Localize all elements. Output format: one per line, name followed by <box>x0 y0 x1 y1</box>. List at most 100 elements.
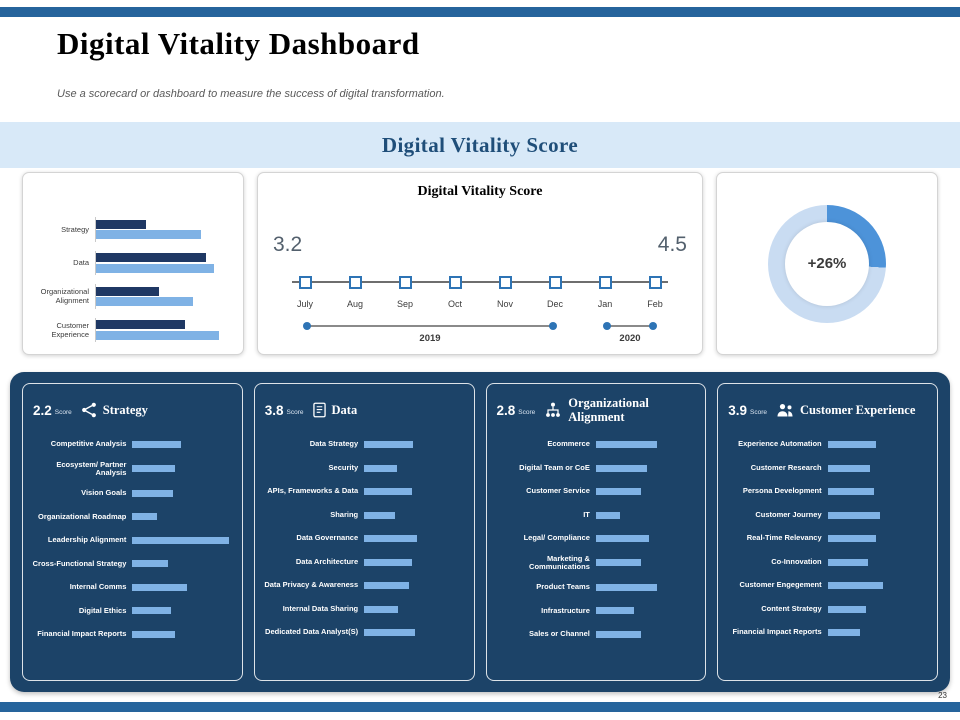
bar-category-label: Data <box>73 258 89 268</box>
metric-label: Internal Comms <box>69 582 127 592</box>
month-label: Dec <box>546 299 563 309</box>
metric-row: Ecosystem/ Partner Analysis <box>31 459 234 478</box>
panel-score-caption: Score <box>286 408 304 416</box>
bar-row: Data <box>31 250 227 275</box>
panel-header: 2.2 Score Strategy <box>31 391 234 432</box>
metric-row: Persona Development <box>726 484 929 499</box>
metric-label: Marketing & Communications <box>529 553 590 571</box>
metric-row: Customer Service <box>495 484 698 499</box>
bar-group <box>95 217 227 242</box>
metric-bar-track <box>132 583 233 591</box>
metric-row: Customer Engegement <box>726 578 929 593</box>
bar-category-label: Strategy <box>61 224 89 234</box>
metric-label: Experience Automation <box>738 439 822 449</box>
trend-line <box>280 275 680 289</box>
metric-label: Ecosystem/ Partner Analysis <box>56 459 127 477</box>
panel-header: 3.8 Score Data <box>263 391 466 432</box>
section-banner: Digital Vitality Score <box>0 122 960 168</box>
metric-bar <box>827 511 881 519</box>
metric-bar-track <box>364 582 465 589</box>
metric-bar-track <box>827 629 929 636</box>
panel-metrics: Competitive Analysis Ecosystem/ Partner A… <box>31 432 234 672</box>
page-title: Digital Vitality Dashboard <box>57 26 420 61</box>
metric-bar-track <box>595 630 697 638</box>
metric-bar-track <box>827 464 929 472</box>
month-label: Feb <box>647 299 663 309</box>
metric-bar <box>595 441 657 448</box>
marker-cell <box>530 275 580 289</box>
panel-score: 2.8 <box>496 402 516 418</box>
metric-label: Customer Engegement <box>739 580 822 590</box>
metric-bar-track <box>364 605 465 613</box>
metric-label: Data Architecture <box>295 556 359 566</box>
marker-cell <box>630 275 680 289</box>
summary-cards-row: Strategy Data Organizational Alignment Cust… <box>22 172 938 355</box>
trend-markers <box>280 275 680 289</box>
metric-row: Organizational Roadmap <box>31 509 234 524</box>
section-banner-title: Digital Vitality Score <box>381 132 579 157</box>
month-label: Sep <box>396 299 413 309</box>
metric-bar <box>132 489 173 497</box>
metric-bar <box>132 536 229 544</box>
metric-bar-track <box>132 489 233 497</box>
metric-label: Data Strategy <box>309 439 359 449</box>
metric-row: Dedicated Data Analyst(S) <box>263 625 466 640</box>
panel-score-caption: Score <box>750 408 768 416</box>
bar <box>96 330 220 340</box>
data-point-marker <box>498 275 512 289</box>
metric-row: Financial Impact Reports <box>31 627 234 642</box>
metric-row: Data Governance <box>263 531 466 546</box>
bar-group <box>95 250 227 275</box>
marker-cell <box>380 275 430 289</box>
donut-ring: +26% <box>768 204 886 323</box>
bar-group <box>95 317 227 342</box>
year-brackets: 2019 2020 <box>280 319 680 347</box>
metric-label: Vision Goals <box>81 488 127 498</box>
metric-bar-track <box>132 513 233 521</box>
metric-label: Infrastructure <box>541 605 590 615</box>
bar <box>96 297 193 306</box>
marker-cell <box>580 275 630 289</box>
metric-row: Experience Automation <box>726 437 929 452</box>
metric-row: APIs, Frameworks & Data <box>263 484 466 499</box>
trend-start-value: 3.2 <box>273 233 303 256</box>
data-point-marker <box>548 275 562 289</box>
metric-label: Dedicated Data Analyst(S) <box>265 627 359 637</box>
metric-bar <box>827 535 877 542</box>
metric-bar <box>595 630 642 638</box>
metric-bar-track <box>364 441 465 448</box>
metric-label: Persona Development <box>742 486 822 496</box>
metric-label: Co-Innovation <box>771 556 822 566</box>
donut-center: +26% <box>785 221 869 306</box>
metric-bar <box>132 583 188 591</box>
panel-score-caption: Score <box>518 408 536 416</box>
metric-label: Competitive Analysis <box>50 439 127 449</box>
metric-row: Digital Team or CoE <box>495 461 698 476</box>
bar <box>96 253 207 262</box>
metric-bar <box>827 582 884 589</box>
metric-bar <box>364 488 412 495</box>
metric-bar-track <box>364 488 465 495</box>
panel-score: 2.2 <box>33 402 52 418</box>
category-comparison-card: Strategy Data Organizational Alignment Cust… <box>22 172 244 355</box>
bar <box>96 219 146 229</box>
metric-bar <box>595 559 642 567</box>
page-number: 23 <box>938 691 947 700</box>
metric-label: Internal Data Sharing <box>282 603 359 613</box>
panel-title: Data <box>331 403 358 417</box>
metric-row: Co-Innovation <box>726 555 929 570</box>
metric-label: Customer Journey <box>755 509 822 519</box>
metric-bar <box>364 535 417 542</box>
panel-title: Organizational Alignment <box>568 396 649 424</box>
data-point-marker <box>398 275 412 289</box>
metric-bar-track <box>364 558 465 566</box>
metric-label: APIs, Frameworks & Data <box>267 486 359 496</box>
metric-bar-track <box>827 582 929 589</box>
metric-bar-track <box>827 441 929 448</box>
metric-bar <box>132 630 175 638</box>
bar-row: Customer Experience <box>31 317 227 342</box>
metric-bar <box>827 488 875 495</box>
metric-bar-track <box>364 629 465 636</box>
metric-row: Security <box>263 461 466 476</box>
data-icon <box>312 402 326 418</box>
